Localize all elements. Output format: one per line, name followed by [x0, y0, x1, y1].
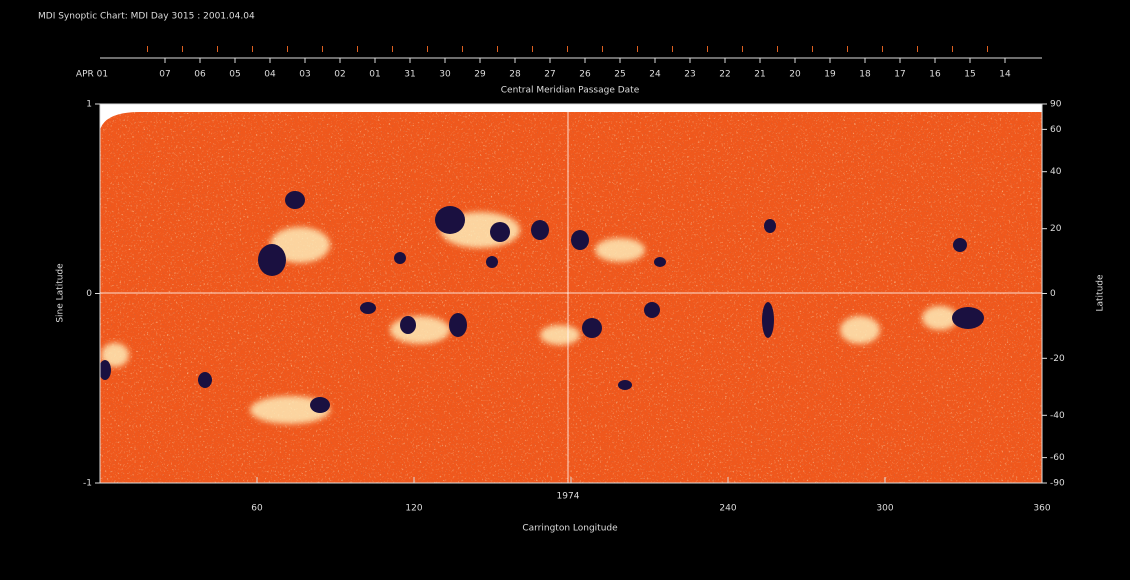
date-label: 17: [894, 70, 905, 80]
date-label: 21: [754, 70, 765, 80]
y2-tick-label: 90: [1050, 100, 1062, 110]
top-axis-month: APR 01: [76, 70, 108, 80]
date-label: 20: [789, 70, 801, 80]
date-label: 24: [649, 70, 661, 80]
y-tick-label: 1: [86, 100, 92, 110]
date-label: 31: [404, 70, 415, 80]
date-label: 28: [509, 70, 521, 80]
y2-tick-label: 0: [1050, 289, 1056, 299]
date-label: 18: [859, 70, 871, 80]
date-label: 16: [929, 70, 941, 80]
y2-tick-label: -40: [1050, 411, 1065, 421]
synoptic-chart: MDI Synoptic Chart: MDI Day 3015 : 2001.…: [0, 0, 1130, 580]
date-label: 05: [229, 70, 240, 80]
date-label: 29: [474, 70, 486, 80]
date-label: 03: [299, 70, 310, 80]
y-tick-label: 0: [86, 289, 92, 299]
screen: MDI Synoptic Chart: MDI Day 3015 : 2001.…: [0, 0, 1130, 580]
date-label: 06: [194, 70, 206, 80]
date-label: 14: [999, 70, 1011, 80]
x-tick-label: 240: [719, 504, 736, 514]
date-label: 25: [614, 70, 625, 80]
date-label: 26: [579, 70, 591, 80]
x-tick-label: 360: [1033, 504, 1050, 514]
date-label: 23: [684, 70, 695, 80]
y-tick-label: -1: [83, 479, 92, 489]
chart-title: MDI Synoptic Chart: MDI Day 3015 : 2001.…: [38, 12, 255, 22]
date-label: 01: [369, 70, 380, 80]
y2-tick-label: -90: [1050, 479, 1065, 489]
left-axis-title: Sine Latitude: [56, 263, 66, 323]
x-tick-label: 60: [251, 504, 263, 514]
magnetogram: [99, 104, 1042, 483]
bottom-axis-title: Carrington Longitude: [522, 524, 618, 534]
x-tick-label: 120: [405, 504, 422, 514]
date-label: 30: [439, 70, 451, 80]
y2-tick-label: 40: [1050, 167, 1062, 177]
top-axis-title: Central Meridian Passage Date: [501, 86, 640, 96]
date-label: 22: [719, 70, 730, 80]
date-label: 15: [964, 70, 975, 80]
date-label: 02: [334, 70, 345, 80]
date-label: 07: [159, 70, 170, 80]
date-label: 04: [264, 70, 276, 80]
date-label: 19: [824, 70, 836, 80]
y2-tick-label: -20: [1050, 354, 1065, 364]
y2-tick-label: 60: [1050, 125, 1062, 135]
y2-tick-label: 20: [1050, 224, 1062, 234]
rotation-number: 1974: [557, 492, 580, 502]
right-axis-title: Latitude: [1096, 274, 1106, 312]
y2-tick-label: -60: [1050, 453, 1065, 463]
x-tick-label: 300: [876, 504, 893, 514]
date-label: 27: [544, 70, 555, 80]
